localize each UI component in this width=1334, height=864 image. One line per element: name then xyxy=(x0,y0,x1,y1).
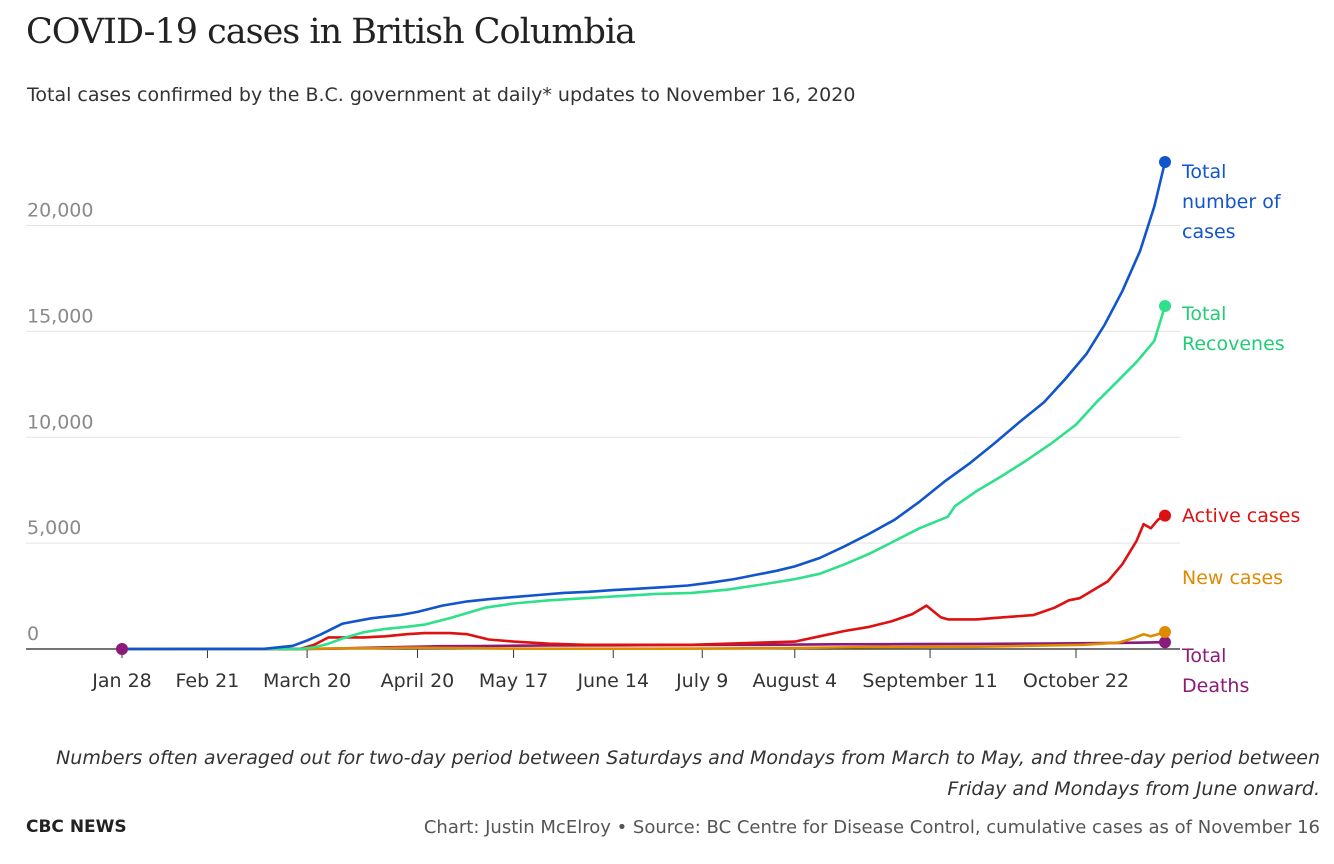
legend-label: Total xyxy=(1181,645,1226,667)
y-tick-label: 15,000 xyxy=(27,305,93,327)
legend: Total number of cases Total Recovenes Active … xyxy=(1181,161,1300,697)
y-tick-label: 10,000 xyxy=(27,411,93,433)
series-lines xyxy=(116,156,1171,655)
y-tick-label: 5,000 xyxy=(27,517,81,539)
x-tick-label: August 4 xyxy=(752,670,837,692)
legend-label: Recovenes xyxy=(1182,333,1285,355)
brand-logo-text: CBC NEWS xyxy=(26,817,127,837)
x-axis-ticks: Jan 28 Feb 21 March 20 April 20 May 17 June 1… xyxy=(91,649,1129,692)
legend-label: New cases xyxy=(1182,567,1283,589)
series-line-total-number-of-cases xyxy=(120,160,1167,651)
source-credit: Chart: Justin McElroy • Source: BC Centr… xyxy=(423,817,1320,838)
legend-label: Active cases xyxy=(1182,505,1300,527)
series-start-marker xyxy=(116,643,128,655)
x-tick-label: Feb 21 xyxy=(176,670,240,692)
x-tick-label: March 20 xyxy=(263,670,351,692)
legend-label: Total xyxy=(1181,303,1226,325)
line-chart: 0 5,000 10,000 15,000 20,000 Jan 28 Feb 21 Mar… xyxy=(26,156,1300,697)
x-tick-label: June 14 xyxy=(576,670,649,692)
series-end-marker-active-cases xyxy=(1159,509,1171,522)
x-tick-label: Jan 28 xyxy=(91,670,152,692)
series-end-marker-new-cases xyxy=(1159,626,1171,639)
series-line-active-cases xyxy=(120,514,1167,651)
y-axis-ticks: 0 5,000 10,000 15,000 20,000 xyxy=(27,200,93,645)
gridlines xyxy=(26,225,1180,650)
x-tick-label: April 20 xyxy=(381,670,455,692)
legend-label: number of xyxy=(1182,191,1282,213)
legend-label: Deaths xyxy=(1182,675,1249,697)
x-tick-label: May 17 xyxy=(479,670,549,692)
footnote: Numbers often averaged out for two-day p… xyxy=(56,747,1320,800)
x-tick-label: October 22 xyxy=(1023,670,1129,692)
y-tick-label: 0 xyxy=(27,623,39,645)
series-line-total-recoveries xyxy=(120,304,1167,651)
x-tick-label: September 11 xyxy=(862,670,997,692)
series-end-marker-total-number-of-cases xyxy=(1159,156,1171,168)
legend-label: cases xyxy=(1182,221,1236,243)
y-tick-label: 20,000 xyxy=(27,200,93,222)
chart-title: COVID-19 cases in British Columbia xyxy=(26,12,636,52)
chart-subtitle: Total cases confirmed by the B.C. govern… xyxy=(27,84,856,106)
series-end-marker-total-deaths xyxy=(1159,636,1171,649)
x-tick-label: July 9 xyxy=(675,670,728,692)
series-line-new-cases xyxy=(120,630,1167,651)
legend-label: Total xyxy=(1181,161,1226,183)
series-end-marker-total-recoveries xyxy=(1159,299,1171,312)
